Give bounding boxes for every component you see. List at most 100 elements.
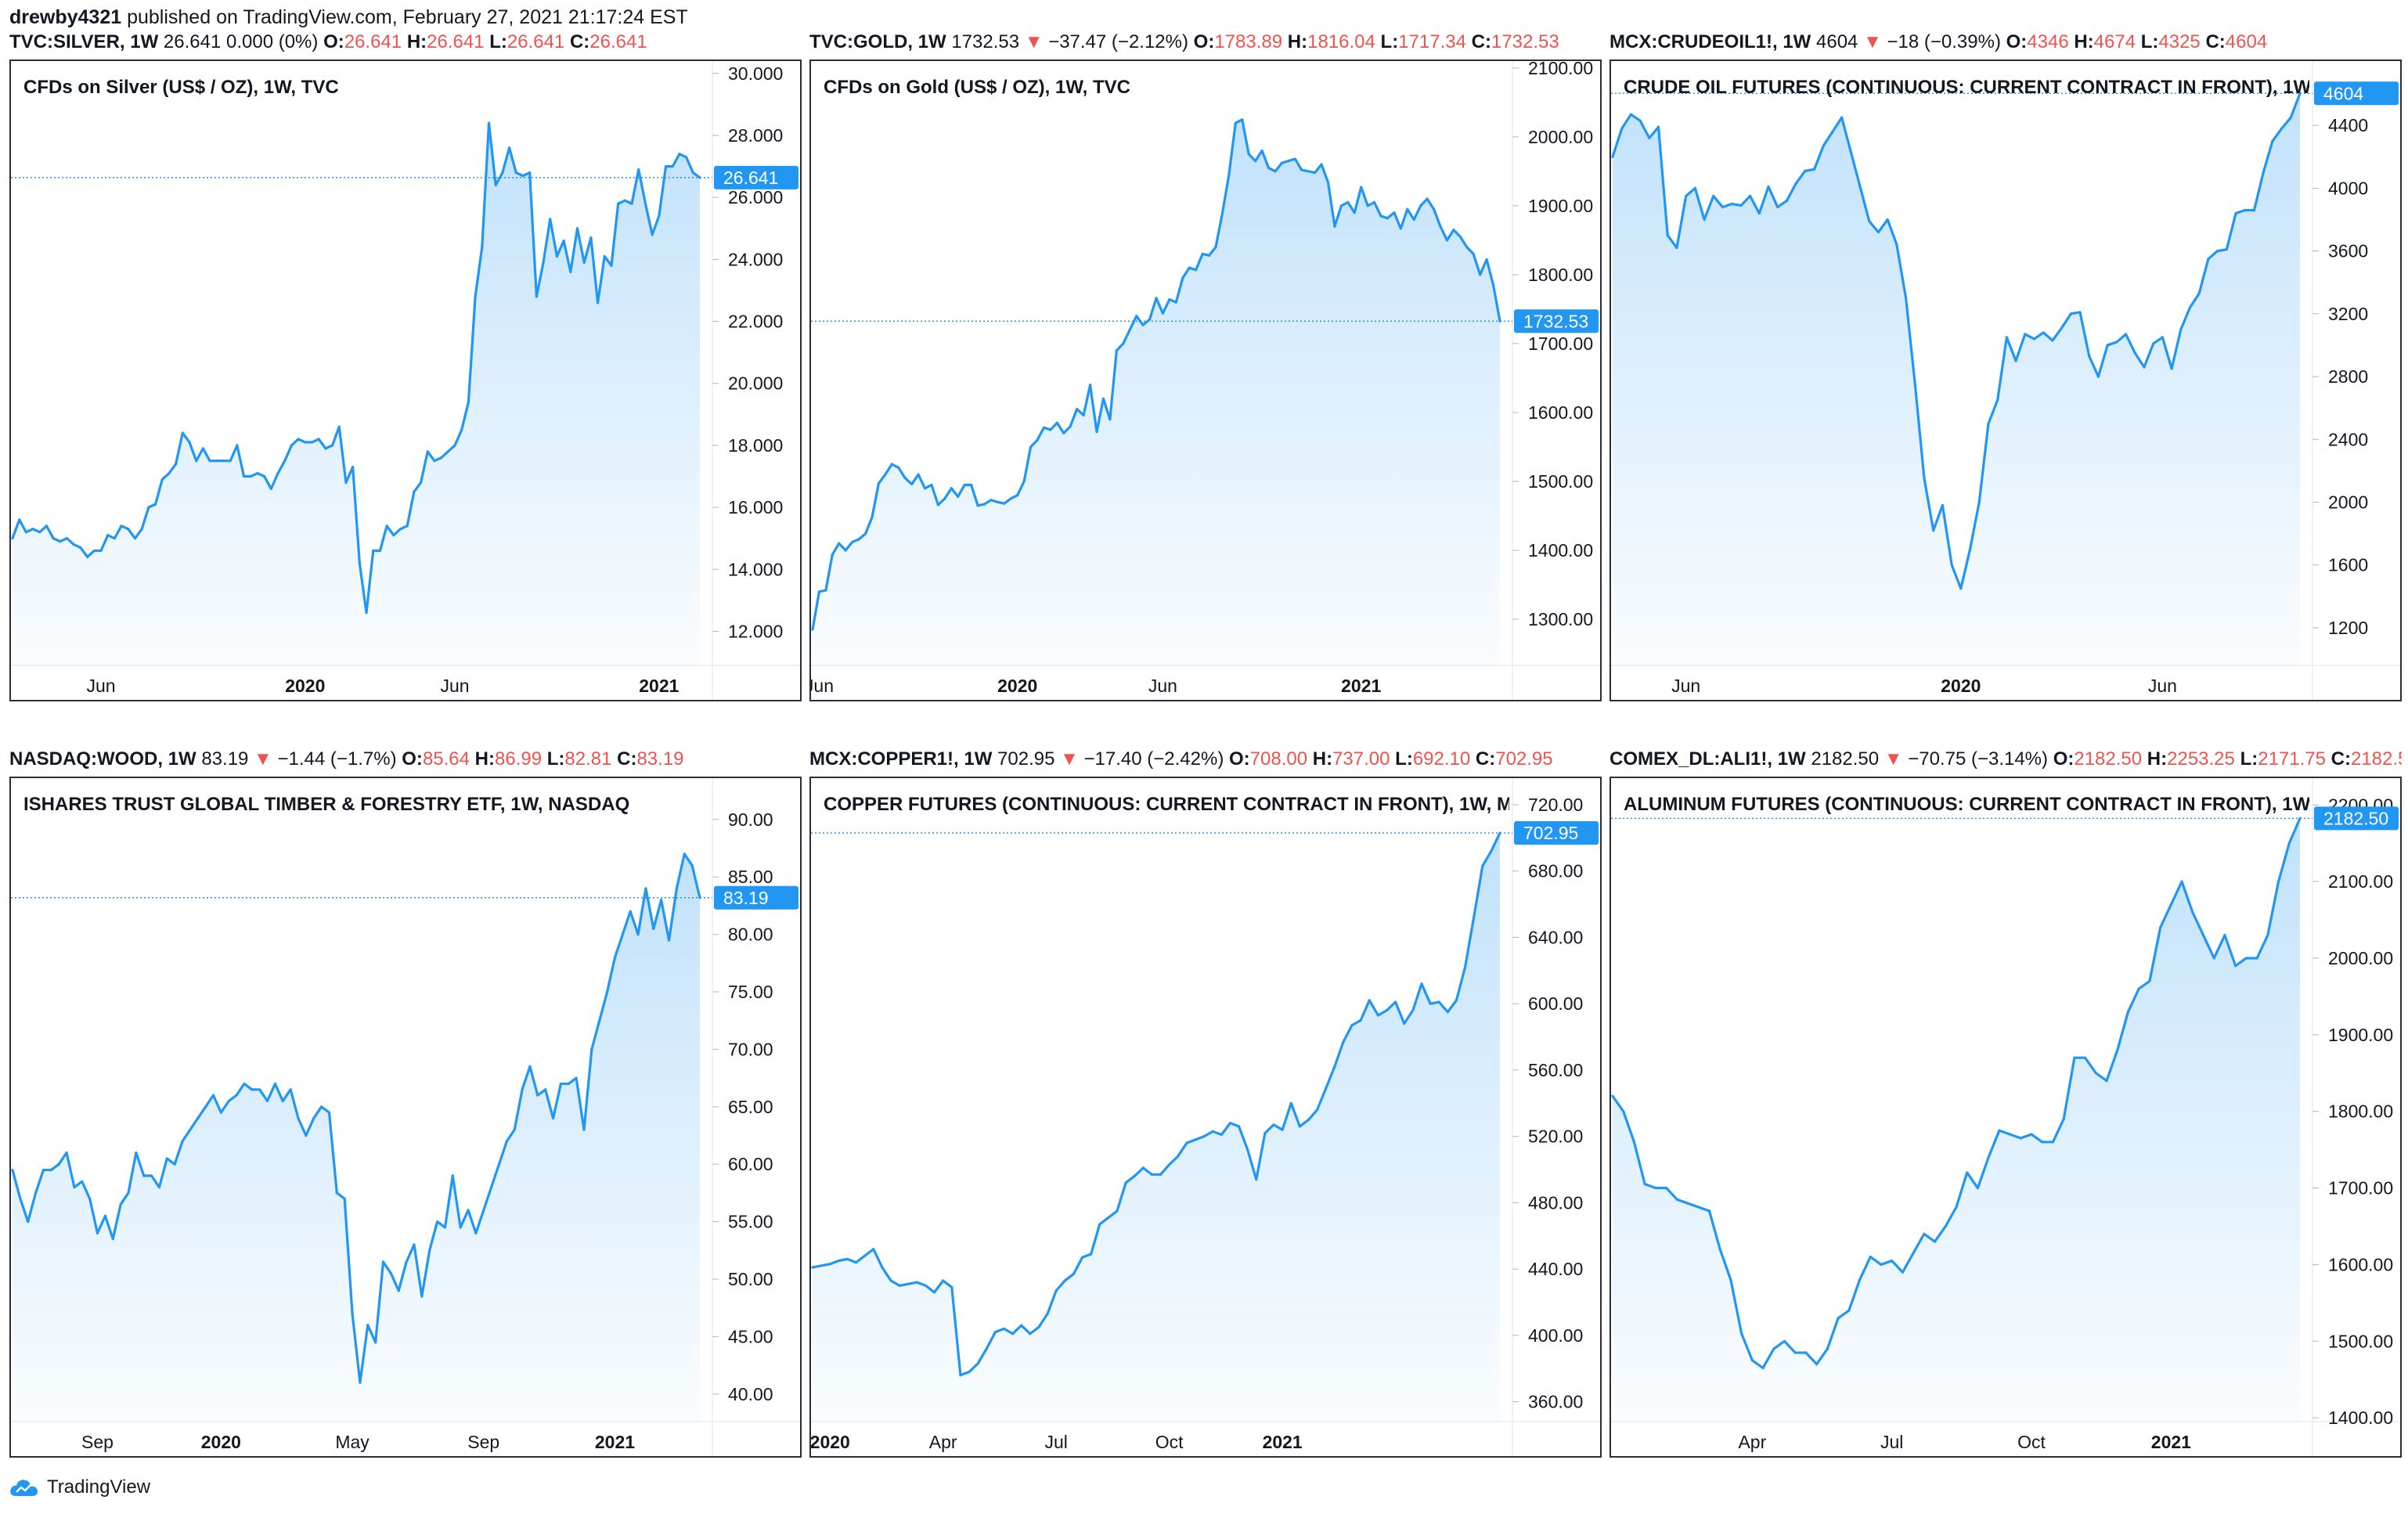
price-line-segment — [636, 887, 647, 936]
price-line-segment — [467, 1209, 478, 1235]
y-tick-label: 1600.00 — [2328, 1254, 2393, 1274]
price-line-segment — [1393, 211, 1402, 230]
price-line-segment — [1718, 1248, 1732, 1281]
price-line-segment — [263, 474, 272, 490]
price-line-segment — [211, 1094, 222, 1114]
price-line-segment — [877, 473, 887, 485]
price-line-segment — [273, 1082, 284, 1103]
price-line-segment — [235, 1082, 246, 1097]
x-tick-label: Sep — [81, 1432, 114, 1452]
price-line-segment — [467, 295, 477, 404]
chart-panel[interactable]: 90.00 85.00 80.00 75.00 70.00 65.00 60.00 55.00… — [9, 777, 802, 1458]
price-line-segment — [2024, 333, 2036, 341]
chart-svg[interactable]: 90.00 85.00 80.00 75.00 70.00 65.00 60.00 55.00… — [11, 778, 802, 1458]
price-line-segment — [643, 202, 654, 236]
price-line-segment — [667, 887, 679, 942]
price-line-segment — [1155, 297, 1165, 315]
chart-svg[interactable]: 4400 4000 3600 3200 2800 2400 2000 1600 1200 4604… — [1611, 61, 2402, 701]
price-line-segment — [1122, 328, 1131, 345]
chart-panel[interactable]: 720.00 680.00 640.00 600.00 560.00 520.00 480.… — [809, 777, 1602, 1458]
price-line-segment — [1346, 200, 1356, 214]
price-line-segment — [943, 487, 953, 500]
price-line-segment — [582, 236, 593, 264]
chart-svg[interactable]: 30.000 28.000 26.000 24.000 22.000 20.000 18.0… — [11, 61, 802, 701]
last-price-label: 1732.53 — [1523, 311, 1588, 331]
last-price: 702.95 — [997, 748, 1055, 770]
price-line-segment — [551, 1082, 563, 1120]
price-line-segment — [103, 1214, 114, 1241]
price-line-segment — [982, 499, 993, 506]
price-line-segment — [1491, 283, 1501, 323]
price-line-segment — [1869, 1256, 1883, 1266]
y-tick-label: 1700.00 — [1528, 333, 1593, 354]
price-line-segment — [111, 1202, 122, 1241]
chart-panel[interactable]: 30.000 28.000 26.000 24.000 22.000 20.000 18.0… — [9, 59, 802, 701]
chart-svg[interactable]: 2200.002100.002000.001900.001800.001700.… — [1611, 778, 2402, 1458]
tradingview-brand[interactable]: TradingView — [9, 1472, 150, 1503]
price-line-segment — [1923, 477, 1935, 532]
price-line-segment — [327, 1111, 338, 1195]
high-value: 1816.04 — [1307, 31, 1375, 52]
price-line-segment — [1675, 194, 1688, 250]
price-area-fill — [1613, 818, 2300, 1422]
chart-panel[interactable]: 4400 4000 3600 3200 2800 2400 2000 1600 1200 4604… — [1610, 59, 2402, 701]
price-line-segment — [1901, 1252, 1915, 1274]
price-line-segment — [2126, 987, 2140, 1014]
y-tick-label: 1900.00 — [1528, 196, 1593, 216]
price-line-segment — [2262, 139, 2274, 174]
price-line-segment — [811, 1264, 823, 1269]
high-key: H: — [1312, 748, 1333, 770]
price-line-segment — [181, 431, 191, 444]
x-tick-label: Oct — [2017, 1432, 2046, 1452]
price-line-segment — [1772, 1339, 1786, 1350]
price-line-segment — [915, 1281, 928, 1287]
last-price-badge — [714, 885, 798, 910]
chart-panel[interactable]: 2200.00 2100.00 2000.00 1900.00 1800.00 1700.… — [1610, 777, 2402, 1458]
price-line-segment — [446, 444, 456, 453]
y-tick-label: 60.00 — [728, 1154, 773, 1174]
chart-svg[interactable]: 2100.00 2000.00 1900.00 1800.00 1700.00 1600.… — [811, 61, 1602, 701]
close-value: 4604 — [2225, 31, 2268, 52]
spacer — [2048, 748, 2053, 770]
y-tick-label: 640.00 — [1528, 927, 1583, 947]
low-key: L: — [2240, 748, 2258, 770]
price-line-segment — [1891, 1259, 1905, 1274]
price-line-segment — [685, 156, 694, 175]
down-arrow-icon: ▼ — [248, 748, 278, 770]
price-line-segment — [426, 450, 436, 463]
price-line-segment — [413, 1243, 424, 1298]
spacer — [2235, 748, 2240, 770]
symbol-header: MCX:COPPER1!, 1W 702.95 ▼ −17.40 (−2.42%… — [809, 748, 1602, 770]
price-area-fill — [13, 853, 700, 1422]
tradingview-logo-icon — [10, 1480, 38, 1496]
price-line-segment — [845, 1257, 858, 1264]
price-line-segment — [1148, 297, 1158, 321]
price-line-segment — [2225, 211, 2237, 251]
price-line-segment — [2266, 880, 2280, 937]
symbol-name: MCX:CRUDEOIL1!, 1W — [1610, 31, 1811, 52]
x-tick-label: Oct — [1155, 1432, 1184, 1452]
price-line-segment — [1987, 1129, 2001, 1159]
price-change: −37.47 (−2.12%) — [1048, 31, 1188, 52]
chart-svg[interactable]: 720.00 680.00 640.00 600.00 560.00 520.00 480.… — [811, 778, 1602, 1458]
open-key: O: — [1193, 31, 1215, 52]
spacer — [1282, 31, 1288, 52]
price-line-segment — [1998, 1129, 2012, 1136]
price-line-segment — [389, 1272, 400, 1292]
author-name[interactable]: drewby4321 — [9, 6, 122, 28]
price-line-segment — [290, 438, 300, 447]
x-tick-label: Apr — [929, 1432, 957, 1452]
chart-title: ISHARES TRUST GLOBAL TIMBER & FORESTRY E… — [23, 794, 630, 815]
price-line-segment — [1116, 1181, 1127, 1213]
price-line-segment — [1620, 113, 1633, 130]
price-area-fill — [813, 119, 1500, 666]
price-line-segment — [1703, 194, 1715, 222]
x-tick-label: 2021 — [595, 1432, 635, 1452]
price-line-segment — [27, 1191, 38, 1224]
price-line-segment — [1211, 1130, 1223, 1137]
chart-panel[interactable]: 2100.00 2000.00 1900.00 1800.00 1700.00 1600.… — [809, 59, 1602, 701]
price-line-segment — [79, 546, 89, 559]
price-line-segment — [1632, 1141, 1646, 1186]
high-key: H: — [406, 31, 427, 52]
price-line-segment — [1260, 149, 1271, 170]
